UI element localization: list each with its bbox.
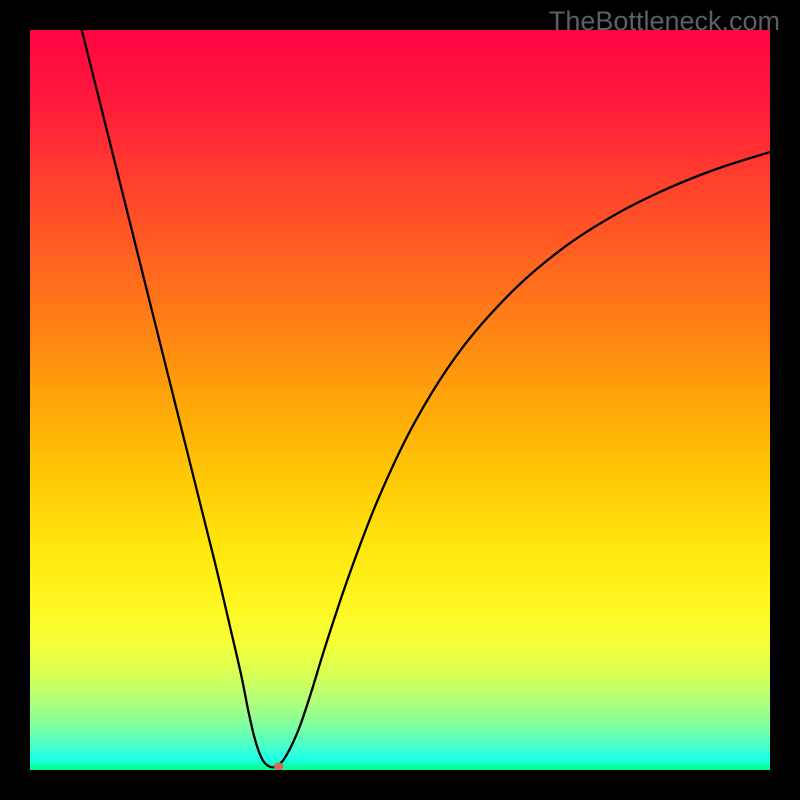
chart-root: TheBottleneck.com [0,0,800,800]
bottleneck-curve [82,30,770,767]
watermark-text: TheBottleneck.com [549,6,780,37]
curve-layer [30,30,770,770]
optimum-marker [274,762,284,770]
plot-area [30,30,770,770]
